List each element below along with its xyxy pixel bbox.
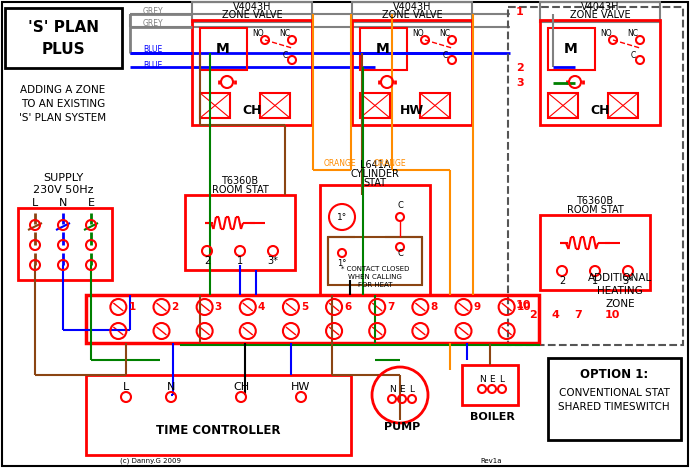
Text: T6360B: T6360B xyxy=(221,176,259,186)
Text: ZONE VALVE: ZONE VALVE xyxy=(221,10,282,20)
Text: C: C xyxy=(397,200,403,210)
Text: NC: NC xyxy=(440,29,451,37)
Text: CH: CH xyxy=(590,103,610,117)
Text: E: E xyxy=(489,375,495,385)
Text: WHEN CALLING: WHEN CALLING xyxy=(348,274,402,280)
Text: N: N xyxy=(59,198,67,208)
Text: 8: 8 xyxy=(431,302,437,312)
Text: 1: 1 xyxy=(516,7,524,17)
Text: (c) Danny.G 2009: (c) Danny.G 2009 xyxy=(120,458,181,464)
Text: 3*: 3* xyxy=(622,276,633,286)
Text: N: N xyxy=(167,382,175,392)
Text: C: C xyxy=(442,51,448,59)
Text: PLUS: PLUS xyxy=(41,43,85,58)
Text: PUMP: PUMP xyxy=(384,422,420,432)
Text: HEATING: HEATING xyxy=(597,286,643,296)
Text: CH: CH xyxy=(242,103,262,117)
Text: SUPPLY: SUPPLY xyxy=(43,173,83,183)
Text: HW: HW xyxy=(400,103,424,117)
Text: ADDITIONAL: ADDITIONAL xyxy=(588,273,652,283)
Text: L: L xyxy=(123,382,129,392)
Text: NO: NO xyxy=(600,29,612,37)
Polygon shape xyxy=(328,237,422,285)
Text: NC: NC xyxy=(279,29,290,37)
Text: FOR HEAT: FOR HEAT xyxy=(357,282,392,288)
Text: 4: 4 xyxy=(258,302,265,312)
Text: 2: 2 xyxy=(204,256,210,266)
Text: L: L xyxy=(32,198,38,208)
Text: M: M xyxy=(376,42,390,56)
Text: BLUE: BLUE xyxy=(143,45,162,54)
Text: 2: 2 xyxy=(172,302,179,312)
Text: 5: 5 xyxy=(301,302,308,312)
Text: 2: 2 xyxy=(516,63,524,73)
Text: ZONE VALVE: ZONE VALVE xyxy=(382,10,442,20)
Text: HW: HW xyxy=(291,382,310,392)
Text: Rev1a: Rev1a xyxy=(480,458,502,464)
Text: TIME CONTROLLER: TIME CONTROLLER xyxy=(156,424,280,437)
Text: 10: 10 xyxy=(516,300,531,310)
Text: 10: 10 xyxy=(517,302,531,312)
Text: 7: 7 xyxy=(574,310,582,320)
Text: ADDING A ZONE: ADDING A ZONE xyxy=(21,85,106,95)
Text: BLUE: BLUE xyxy=(143,60,162,70)
Text: CONVENTIONAL STAT: CONVENTIONAL STAT xyxy=(559,388,669,398)
Text: N: N xyxy=(388,386,395,395)
Text: V4043H: V4043H xyxy=(393,2,431,12)
Text: 'S' PLAN SYSTEM: 'S' PLAN SYSTEM xyxy=(19,113,106,123)
Text: GREY: GREY xyxy=(143,7,164,15)
Text: ROOM STAT: ROOM STAT xyxy=(212,185,268,195)
Text: N: N xyxy=(479,375,485,385)
Text: 'S' PLAN: 'S' PLAN xyxy=(28,21,99,36)
Text: * CONTACT CLOSED: * CONTACT CLOSED xyxy=(341,266,409,272)
Text: 9: 9 xyxy=(473,302,481,312)
Text: C: C xyxy=(397,249,403,257)
Text: 2: 2 xyxy=(529,310,537,320)
Text: CYLINDER: CYLINDER xyxy=(351,169,400,179)
Text: M: M xyxy=(564,42,578,56)
Text: L641A: L641A xyxy=(359,160,391,170)
Text: ROOM STAT: ROOM STAT xyxy=(566,205,623,215)
Text: TO AN EXISTING: TO AN EXISTING xyxy=(21,99,105,109)
Text: V4043H: V4043H xyxy=(581,2,619,12)
Text: BOILER: BOILER xyxy=(470,412,515,422)
Text: STAT: STAT xyxy=(364,178,386,188)
Text: 2: 2 xyxy=(559,276,565,286)
Text: 230V 50Hz: 230V 50Hz xyxy=(32,185,93,195)
Text: E: E xyxy=(400,386,405,395)
Text: L: L xyxy=(500,375,504,385)
Text: 3: 3 xyxy=(516,78,524,88)
Text: 10: 10 xyxy=(604,310,620,320)
Text: ORANGE: ORANGE xyxy=(374,159,406,168)
Text: ZONE: ZONE xyxy=(605,299,635,309)
Text: C: C xyxy=(631,51,635,59)
Text: 1: 1 xyxy=(237,256,243,266)
Text: GREY: GREY xyxy=(143,20,164,29)
Text: CH: CH xyxy=(233,382,249,392)
Text: E: E xyxy=(88,198,95,208)
Text: T6360B: T6360B xyxy=(576,196,613,206)
Text: NO: NO xyxy=(252,29,264,37)
Text: 6: 6 xyxy=(344,302,351,312)
Text: 4: 4 xyxy=(551,310,559,320)
Text: OPTION 1:: OPTION 1: xyxy=(580,367,648,380)
Text: L: L xyxy=(409,386,415,395)
Text: 1°: 1° xyxy=(337,258,346,268)
Text: NO: NO xyxy=(412,29,424,37)
Text: C: C xyxy=(282,51,288,59)
Text: M: M xyxy=(216,42,230,56)
Text: 7: 7 xyxy=(387,302,395,312)
Text: NC: NC xyxy=(627,29,638,37)
Text: ZONE VALVE: ZONE VALVE xyxy=(570,10,630,20)
Text: 1: 1 xyxy=(592,276,598,286)
Text: V4043H: V4043H xyxy=(233,2,271,12)
Text: SHARED TIMESWITCH: SHARED TIMESWITCH xyxy=(558,402,670,412)
Text: 3*: 3* xyxy=(268,256,279,266)
Text: ORANGE: ORANGE xyxy=(324,159,356,168)
Text: 3: 3 xyxy=(215,302,222,312)
Text: 1°: 1° xyxy=(337,212,347,221)
Text: 1: 1 xyxy=(128,302,136,312)
